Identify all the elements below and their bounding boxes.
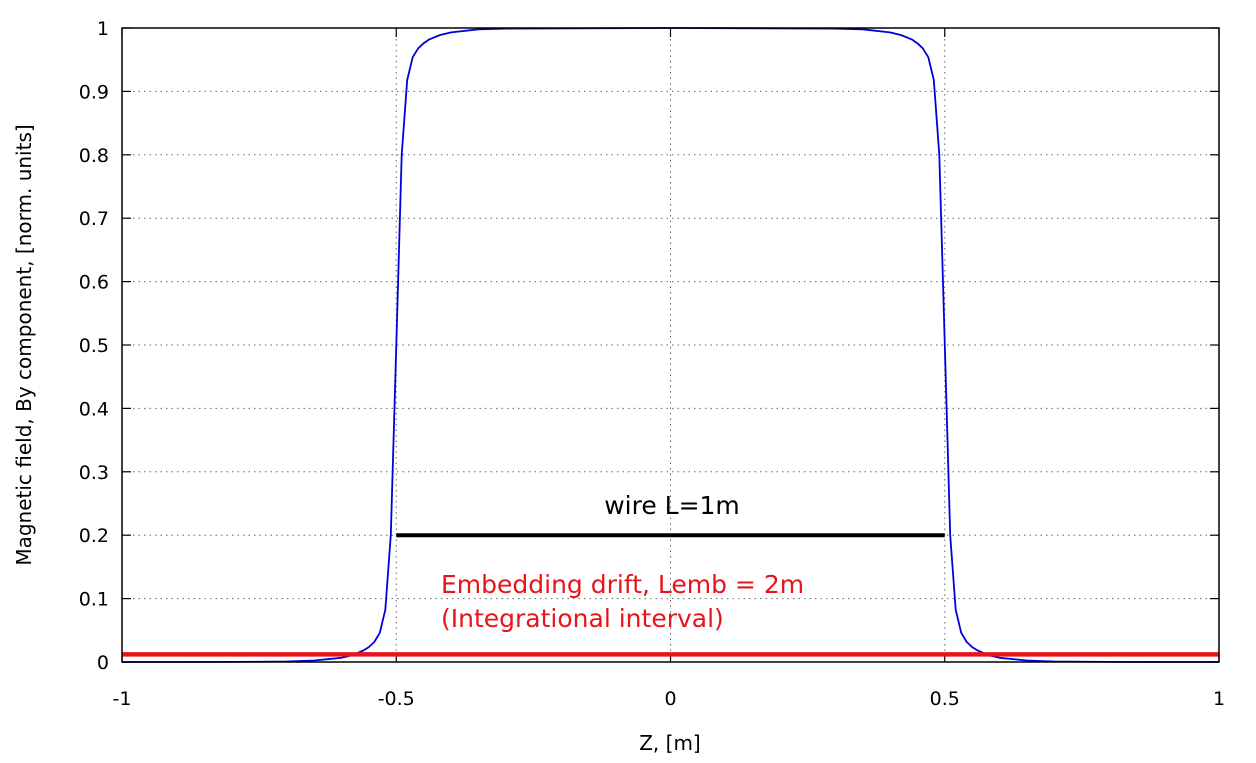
x-tick-label: 1 [1213,688,1225,710]
drift-label-line2: (Integrational interval) [441,604,724,633]
y-tick-label: 0.4 [79,398,109,420]
y-tick-label: 0.5 [79,335,109,357]
y-tick-label: 0.2 [79,525,109,547]
x-tick-label: -0.5 [378,688,415,710]
drift-label-line1: Embedding drift, Lemb = 2m [441,570,804,599]
y-tick-label: 1 [97,18,109,40]
tick-marks [121,27,1220,663]
y-axis-label: Magnetic field, By component, [norm. uni… [12,124,36,565]
y-tick-label: 0 [97,652,109,674]
x-tick-label: 0 [664,688,676,710]
wire-label: wire L=1m [604,491,740,520]
y-tick-label: 0.8 [79,145,109,167]
y-tick-label: 0.3 [79,462,109,484]
series-lines [122,27,1219,663]
y-tick-label: 0.9 [79,81,109,103]
x-axis-label: Z, [m] [639,731,701,755]
y-tick-label: 0.7 [79,208,109,230]
y-tick-label: 0.1 [79,589,109,611]
x-tick-labels: -1 -0.5 0 0.5 1 [113,688,1226,710]
y-tick-label: 0.6 [79,272,109,294]
plot-frame [121,27,1220,663]
y-tick-labels: 0 0.1 0.2 0.3 0.4 0.5 0.6 0.7 0.8 0.9 1 [79,18,109,674]
x-tick-label: -1 [113,688,132,710]
field-curve [122,27,1219,663]
grid-lines [122,28,1219,662]
x-tick-label: 0.5 [930,688,960,710]
